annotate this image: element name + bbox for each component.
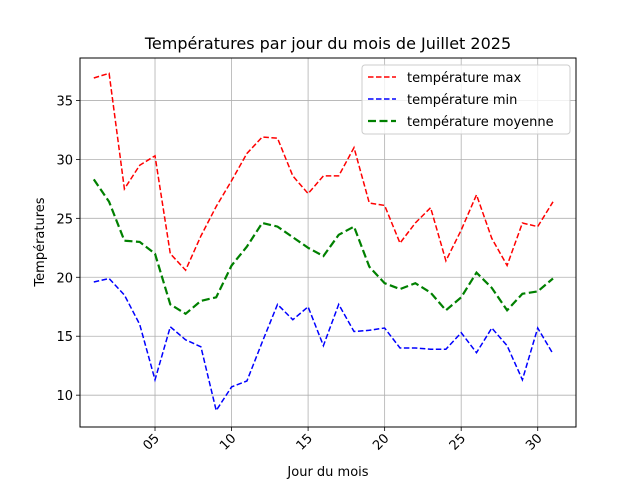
x-tick-label: 25 [447, 431, 469, 453]
y-tick-label: 35 [56, 94, 73, 109]
legend-label-2: température min [407, 93, 517, 108]
y-tick-label: 10 [56, 389, 73, 404]
y-tick-label: 15 [56, 330, 73, 345]
x-tick-label: 20 [370, 431, 392, 453]
series-group [92, 72, 554, 413]
y-axis-label: Températures [33, 197, 48, 287]
series-line-3 [92, 178, 554, 316]
series-line-2 [93, 277, 554, 413]
y-tick-label: 30 [56, 153, 73, 168]
x-axis: 05 10 15 20 25 30 [141, 427, 546, 454]
x-axis-label: Jour du mois [286, 465, 368, 480]
legend-label-1: température max [407, 71, 521, 86]
plot-frame [79, 57, 577, 428]
legend-label-3: température moyenne [407, 115, 554, 130]
legend-box [361, 64, 571, 135]
x-tick-label: 05 [141, 431, 163, 453]
legend: température max température min températur… [361, 64, 571, 135]
y-axis: 10 15 20 25 30 35 [56, 94, 80, 404]
y-tick-label: 25 [56, 212, 73, 227]
x-tick-label: 15 [294, 431, 316, 453]
x-tick-label: 30 [523, 431, 545, 453]
y-tick-label: 20 [56, 271, 73, 286]
chart-title: Températures par jour du mois de Juillet… [144, 34, 511, 53]
x-tick-label: 10 [217, 431, 239, 453]
